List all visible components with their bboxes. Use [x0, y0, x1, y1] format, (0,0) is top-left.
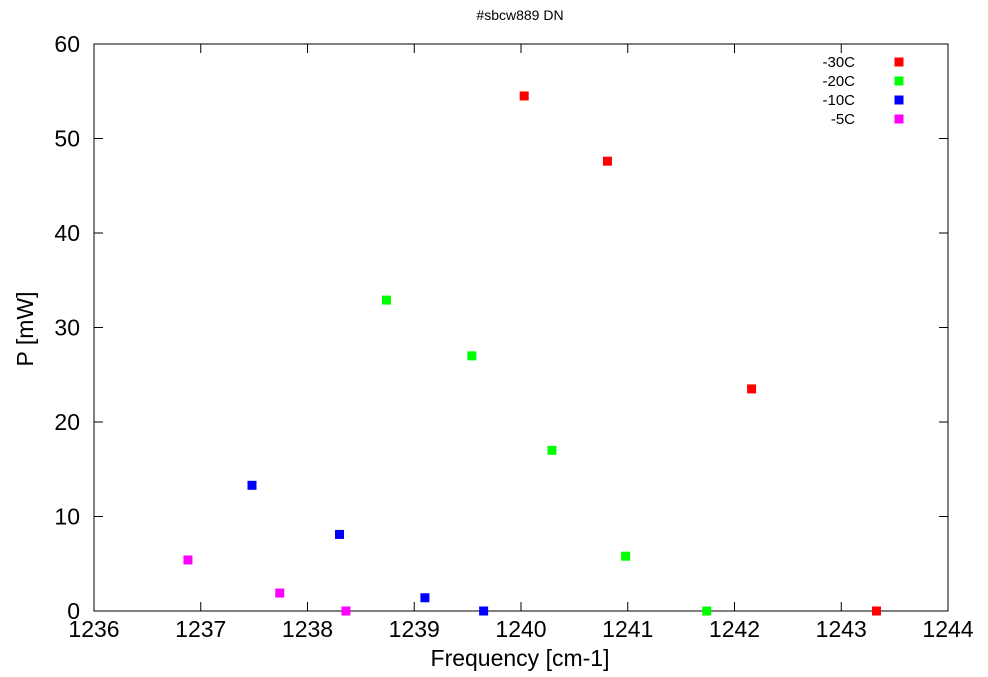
- x-axis: 1236 1237 1238 1239 1240 1241 1242 1243 1244: [68, 44, 974, 642]
- data-point: [467, 351, 477, 361]
- plot-frame: [93, 43, 949, 612]
- legend-marker: [894, 114, 904, 124]
- y-tick-label: 40: [54, 220, 80, 246]
- y-tick-label: 10: [54, 504, 80, 530]
- data-point: [871, 606, 881, 616]
- data-point: [519, 91, 529, 101]
- plot-border: [93, 43, 949, 612]
- legend-marker: [894, 76, 904, 86]
- data-point: [547, 445, 557, 455]
- y-axis: 0 10 20 30 40 50 60: [54, 31, 948, 624]
- x-tick-label: 1240: [495, 616, 546, 642]
- legend: -30C -20C -10C -5C: [822, 54, 904, 128]
- data-point: [341, 606, 351, 616]
- data-point: [183, 555, 193, 565]
- y-tick-label: 0: [67, 598, 80, 624]
- x-tick-label: 1242: [709, 616, 760, 642]
- x-tick-label: 1239: [389, 616, 440, 642]
- data-point: [702, 606, 712, 616]
- y-tick-label: 50: [54, 126, 80, 152]
- y-tick-label: 30: [54, 315, 80, 341]
- x-tick-label: 1238: [282, 616, 333, 642]
- y-tick-label: 60: [54, 31, 80, 57]
- y-axis-label: P [mW]: [12, 292, 38, 367]
- x-tick-label: 1236: [68, 616, 119, 642]
- data-points: [183, 91, 881, 616]
- data-point: [747, 384, 757, 394]
- data-point: [621, 551, 631, 561]
- data-point: [381, 295, 391, 305]
- data-point: [479, 606, 489, 616]
- data-point: [420, 593, 430, 603]
- legend-label: -30C: [822, 54, 855, 71]
- legend-label: -5C: [831, 111, 855, 128]
- x-tick-label: 1244: [922, 616, 973, 642]
- legend-label: -20C: [822, 73, 855, 90]
- y-tick-label: 20: [54, 409, 80, 435]
- legend-marker: [894, 57, 904, 67]
- x-axis-label: Frequency [cm-1]: [431, 645, 610, 671]
- legend-label: -10C: [822, 92, 855, 109]
- x-tick-label: 1241: [602, 616, 653, 642]
- chart-title: #sbcw889 DN: [476, 7, 563, 23]
- data-point: [247, 480, 257, 490]
- data-point: [275, 588, 285, 598]
- x-tick-label: 1243: [816, 616, 867, 642]
- legend-marker: [894, 95, 904, 105]
- data-point: [602, 156, 612, 166]
- x-tick-label: 1237: [175, 616, 226, 642]
- data-point: [335, 529, 345, 539]
